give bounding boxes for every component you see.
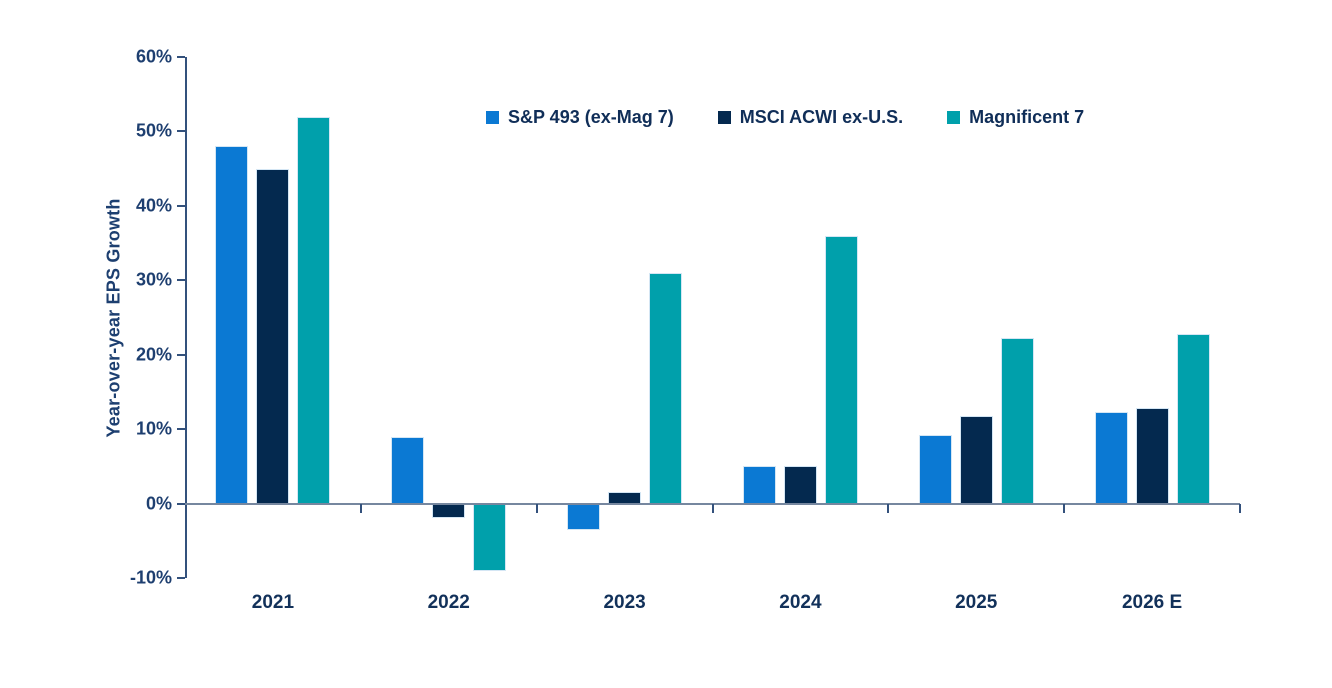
bar-2021-series-1 <box>215 146 249 504</box>
x-axis-tick <box>1063 503 1066 513</box>
x-axis-tick <box>535 503 538 513</box>
y-tick-mark <box>177 204 185 207</box>
legend-swatch-icon <box>947 111 961 124</box>
bar-2025-series-3 <box>1000 337 1034 504</box>
bar-2024-series-2 <box>783 466 817 504</box>
y-tick-mark <box>177 130 185 133</box>
y-tick-label: 10% <box>135 418 172 439</box>
bar-2024-series-3 <box>824 235 858 504</box>
y-axis-line <box>185 57 187 578</box>
bar-2021-series-2 <box>256 168 290 504</box>
y-tick-mark <box>177 56 185 58</box>
legend-item-2: MSCI ACWI ex-U.S. <box>717 107 904 128</box>
x-axis-label: 2022 <box>427 592 470 613</box>
legend-swatch-icon <box>486 111 499 124</box>
bar-2022-series-1 <box>391 436 425 504</box>
x-axis-label: 2026 E <box>1121 592 1183 613</box>
legend-label: Magnificent 7 <box>969 107 1085 127</box>
y-tick-label: 30% <box>135 269 172 290</box>
legend-item-3: Magnificent 7 <box>947 107 1084 128</box>
bar-2025-series-1 <box>918 435 952 504</box>
legend-item-1: S&P 493 (ex-Mag 7) <box>486 107 674 128</box>
y-tick-label: -10% <box>129 567 172 588</box>
bar-2022-series-3 <box>473 503 507 571</box>
bar-2025-series-2 <box>959 415 993 504</box>
bar-2021-series-3 <box>297 116 331 504</box>
y-axis-title: Year-over-year EPS Growth <box>103 198 124 438</box>
bar-2026E-series-3 <box>1176 333 1210 504</box>
x-axis-tick <box>711 503 714 513</box>
y-tick-label: 50% <box>135 120 172 141</box>
y-tick-mark <box>177 353 185 356</box>
bar-2023-series-1 <box>567 503 601 530</box>
y-tick-label: 0% <box>145 493 172 514</box>
bar-2024-series-1 <box>742 466 776 504</box>
bar-2026E-series-1 <box>1094 412 1128 504</box>
legend: S&P 493 (ex-Mag 7) MSCI ACWI ex-U.S. Magni… <box>486 107 1084 128</box>
y-tick-mark <box>177 279 185 282</box>
bar-2022-series-2 <box>432 503 466 519</box>
y-tick-label: 60% <box>135 46 172 67</box>
y-tick-label: 20% <box>135 344 172 365</box>
x-axis-label: 2025 <box>955 592 998 613</box>
x-axis-label: 2024 <box>779 592 822 613</box>
legend-swatch-icon <box>717 111 731 124</box>
x-axis-label: 2021 <box>251 592 295 613</box>
y-tick-label: 40% <box>135 195 172 216</box>
legend-label: S&P 493 (ex-Mag 7) <box>508 107 674 127</box>
x-axis-tick <box>1239 503 1241 513</box>
x-axis-label: 2023 <box>603 592 646 613</box>
y-tick-mark <box>177 502 185 505</box>
bar-2026E-series-2 <box>1135 407 1169 504</box>
x-axis-tick <box>359 503 362 513</box>
legend-label: MSCI ACWI ex-U.S. <box>739 107 904 127</box>
x-axis-tick <box>887 503 890 513</box>
bar-2023-series-3 <box>649 272 683 504</box>
y-tick-mark <box>177 577 185 579</box>
y-tick-mark <box>177 428 185 431</box>
